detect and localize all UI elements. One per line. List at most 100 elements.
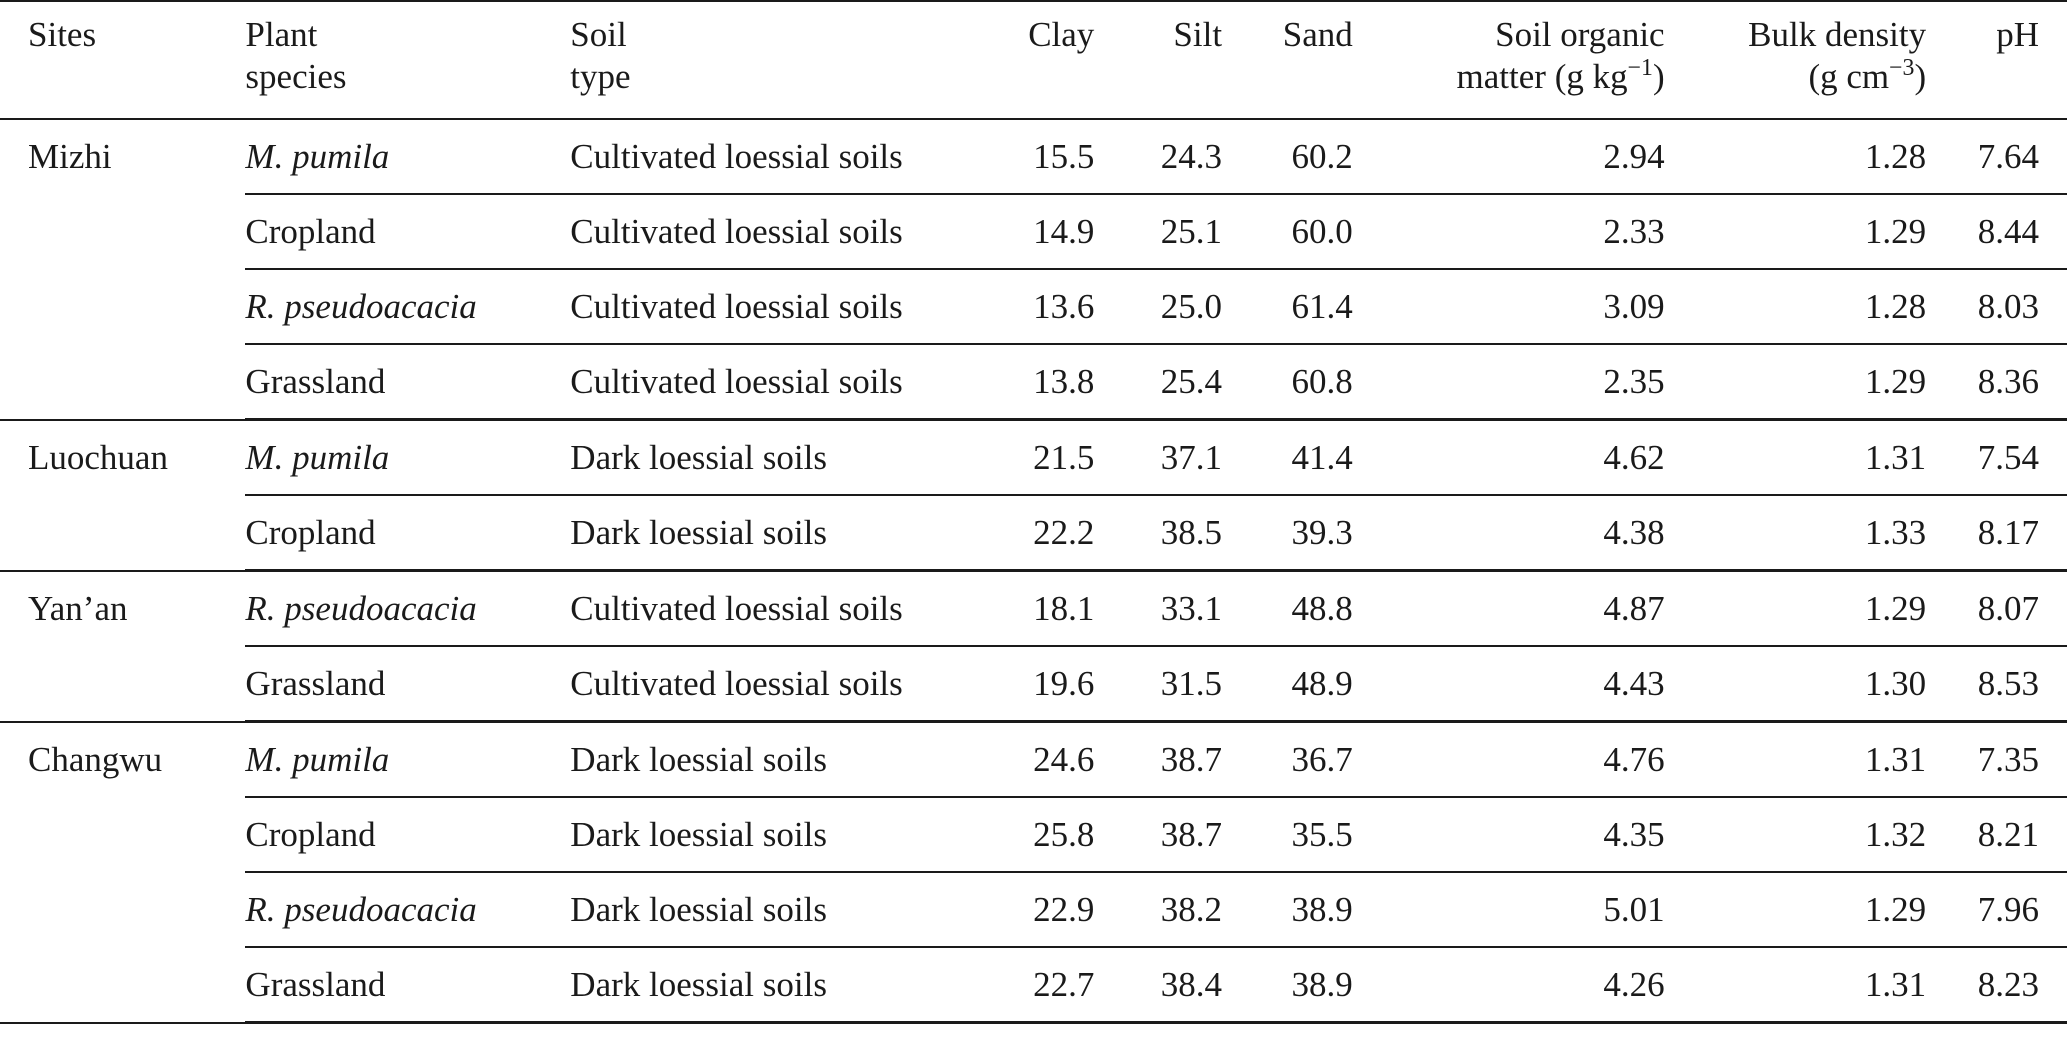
table-row: Mizhi M. pumila Cultivated loessial soils 1… [0, 119, 2067, 421]
ph-cell: 8.23 [1926, 947, 2067, 1024]
table-row: Grassland Cultivated loessial soils 13.8 25… [0, 344, 2067, 421]
bd-cell: 1.32 [1664, 797, 1927, 873]
soil-type-cell: Dark loessial soils [570, 947, 1014, 1024]
silt-cell: 33.1 [1094, 570, 1223, 647]
header-bulk-density: Bulk density (g cm−3) [1664, 0, 1927, 120]
ph-cell: 7.96 [1926, 872, 2067, 948]
clay-cell: 22.9 [1013, 872, 1095, 948]
silt-cell: 38.7 [1094, 797, 1223, 873]
ph-cell: 8.21 [1926, 797, 2067, 873]
som-cell: 4.87 [1352, 570, 1665, 647]
ph-cell: 8.03 [1926, 269, 2067, 345]
sand-cell: 39.3 [1222, 495, 1353, 572]
bd-cell: 1.29 [1664, 344, 1927, 421]
soil-type-cell: Dark loessial soils [570, 419, 1014, 496]
ph-cell: 7.64 [1926, 119, 2067, 195]
som-cell: 4.62 [1352, 419, 1665, 496]
table-row: R. pseudoacacia Cultivated loessial soils… [0, 269, 2067, 345]
table-row: R. pseudoacacia Dark loessial soils 22.9 38… [0, 872, 2067, 948]
plant-species-cell: Cropland [245, 194, 571, 270]
bd-cell: 1.31 [1664, 721, 1927, 798]
header-silt: Silt [1094, 0, 1223, 120]
soil-type-cell: Dark loessial soils [570, 797, 1014, 873]
silt-cell: 24.3 [1094, 119, 1223, 195]
header-plant-species: Plant species [245, 0, 571, 120]
ph-cell: 8.17 [1926, 495, 2067, 572]
sand-cell: 60.2 [1222, 119, 1353, 195]
table-row: Cropland Cultivated loessial soils 14.9 25.… [0, 194, 2067, 270]
soil-type-cell: Dark loessial soils [570, 495, 1014, 572]
plant-species-cell: Cropland [245, 495, 571, 572]
ph-cell: 8.44 [1926, 194, 2067, 270]
clay-cell: 19.6 [1013, 646, 1095, 723]
plant-species-cell: R. pseudoacacia [245, 269, 571, 345]
silt-cell: 38.5 [1094, 495, 1223, 572]
silt-cell: 38.4 [1094, 947, 1223, 1024]
header-soil-type: Soil type [570, 0, 1014, 120]
header-ph: pH [1926, 0, 2067, 120]
sand-cell: 60.8 [1222, 344, 1353, 421]
table-header: Sites Plant species Soil type Clay Silt Sa… [0, 0, 2067, 120]
plant-species-cell: Cropland [245, 797, 571, 873]
sand-cell: 61.4 [1222, 269, 1353, 345]
soil-type-cell: Cultivated loessial soils [570, 646, 1014, 723]
table-row: Yan’an R. pseudoacacia Cultivated loessial… [0, 570, 2067, 723]
soil-type-cell: Cultivated loessial soils [570, 570, 1014, 647]
clay-cell: 22.2 [1013, 495, 1095, 572]
som-cell: 2.94 [1352, 119, 1665, 195]
ph-cell: 7.35 [1926, 721, 2067, 798]
bd-cell: 1.31 [1664, 947, 1927, 1024]
sand-cell: 48.9 [1222, 646, 1353, 723]
som-cell: 2.35 [1352, 344, 1665, 421]
ph-cell: 8.53 [1926, 646, 2067, 723]
site-cell: Luochuan [0, 419, 246, 572]
bd-cell: 1.28 [1664, 119, 1927, 195]
header-row: Sites Plant species Soil type Clay Silt Sa… [0, 0, 2067, 120]
bd-cell: 1.29 [1664, 194, 1927, 270]
header-soil-organic-matter: Soil organic matter (g kg−1) [1352, 0, 1665, 120]
som-cell: 4.35 [1352, 797, 1665, 873]
site-cell: Yan’an [0, 570, 246, 723]
clay-cell: 15.5 [1013, 119, 1095, 195]
soil-type-cell: Dark loessial soils [570, 721, 1014, 798]
clay-cell: 24.6 [1013, 721, 1095, 798]
table-row: Grassland Cultivated loessial soils 19.6 31… [0, 646, 2067, 723]
ph-cell: 8.07 [1926, 570, 2067, 647]
plant-species-cell: M. pumila [245, 119, 571, 195]
header-sand: Sand [1222, 0, 1353, 120]
table-row: Cropland Dark loessial soils 25.8 38.7 35.5 4… [0, 797, 2067, 873]
soil-type-cell: Cultivated loessial soils [570, 269, 1014, 345]
soil-type-cell: Cultivated loessial soils [570, 119, 1014, 195]
som-cell: 4.26 [1352, 947, 1665, 1024]
sand-cell: 60.0 [1222, 194, 1353, 270]
bd-cell: 1.30 [1664, 646, 1927, 723]
table-row: Grassland Dark loessial soils 22.7 38.4 38.9… [0, 947, 2067, 1024]
clay-cell: 22.7 [1013, 947, 1095, 1024]
sand-cell: 41.4 [1222, 419, 1353, 496]
plant-species-cell: R. pseudoacacia [245, 872, 571, 948]
soil-type-cell: Cultivated loessial soils [570, 344, 1014, 421]
ph-cell: 8.36 [1926, 344, 2067, 421]
clay-cell: 14.9 [1013, 194, 1095, 270]
bd-cell: 1.31 [1664, 419, 1927, 496]
silt-cell: 25.1 [1094, 194, 1223, 270]
som-cell: 4.38 [1352, 495, 1665, 572]
header-clay: Clay [1013, 0, 1095, 120]
clay-cell: 25.8 [1013, 797, 1095, 873]
table-row: Luochuan M. pumila Dark loessial soils 21.5… [0, 419, 2067, 572]
site-cell: Mizhi [0, 119, 246, 421]
silt-cell: 31.5 [1094, 646, 1223, 723]
clay-cell: 13.6 [1013, 269, 1095, 345]
sand-cell: 48.8 [1222, 570, 1353, 647]
site-cell: Changwu [0, 721, 246, 1024]
bd-cell: 1.29 [1664, 872, 1927, 948]
soil-type-cell: Cultivated loessial soils [570, 194, 1014, 270]
plant-species-cell: Grassland [245, 344, 571, 421]
table-body: Mizhi M. pumila Cultivated loessial soils 1… [0, 119, 2067, 1024]
table-row: Changwu M. pumila Dark loessial soils 24.6 3… [0, 721, 2067, 1024]
silt-cell: 37.1 [1094, 419, 1223, 496]
plant-species-cell: M. pumila [245, 721, 571, 798]
silt-cell: 38.7 [1094, 721, 1223, 798]
bd-cell: 1.29 [1664, 570, 1927, 647]
sand-cell: 36.7 [1222, 721, 1353, 798]
